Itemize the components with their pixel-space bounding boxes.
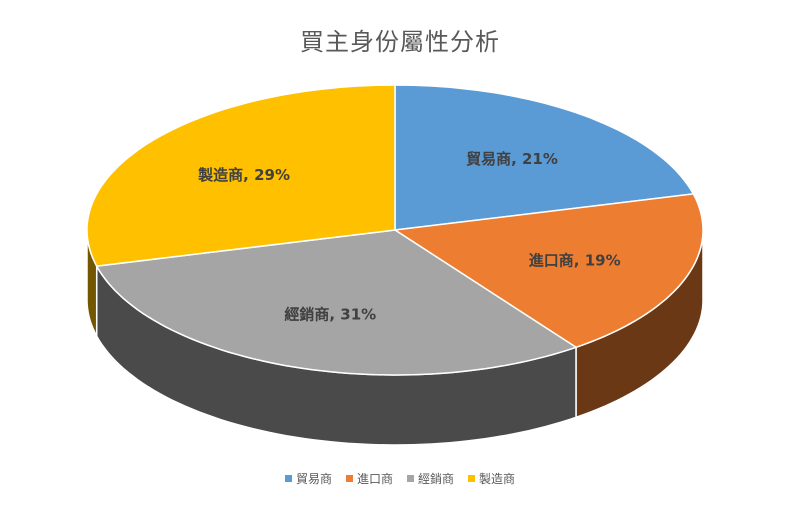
legend-label: 進口商: [356, 472, 393, 486]
legend-label: 製造商: [479, 472, 516, 486]
legend-swatch: [407, 475, 414, 482]
pie-labels: 貿易商, 21% 進口商, 19% 經銷商, 31% 製造商, 29%: [197, 150, 620, 324]
legend-item-trading[interactable]: 貿易商: [284, 470, 332, 487]
data-label-manufacturer: 製造商, 29%: [197, 166, 290, 184]
data-label-trading: 貿易商, 21%: [466, 150, 558, 168]
pie-slice-distributor: [95, 229, 578, 376]
legend: 貿易商 進口商 經銷商 製造商: [0, 470, 800, 487]
data-label-distributor: 經銷商, 31%: [284, 306, 376, 324]
legend-label: 經銷商: [418, 472, 455, 486]
legend-label: 貿易商: [295, 472, 332, 486]
legend-item-importer[interactable]: 進口商: [345, 470, 393, 487]
pie-slice-trading: [394, 84, 695, 231]
pie-slice-manufacturer: [86, 84, 396, 267]
legend-swatch: [345, 475, 353, 482]
chart-title: 買主身份屬性分析: [300, 28, 500, 56]
legend-swatch: [284, 475, 292, 482]
legend-item-distributor[interactable]: 經銷商: [407, 470, 454, 487]
legend-swatch: [468, 475, 476, 482]
legend-item-manufacturer[interactable]: 製造商: [468, 470, 515, 487]
data-label-importer: 進口商, 19%: [529, 252, 621, 270]
pie-tops: [86, 84, 704, 376]
pie-slice-importer: [392, 193, 704, 349]
